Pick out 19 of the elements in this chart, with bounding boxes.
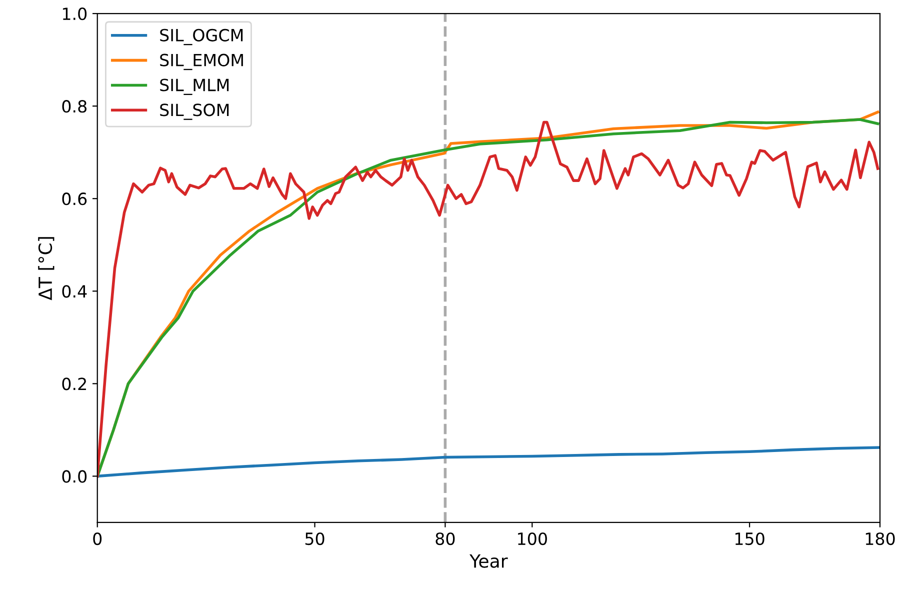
x-tick-label: 50 bbox=[305, 532, 324, 546]
y-tick-label: 0.2 bbox=[62, 378, 86, 390]
x-tick-label: 100 bbox=[518, 532, 547, 546]
x-tick-label: 0 bbox=[93, 532, 102, 546]
x-tick-label: 80 bbox=[436, 532, 455, 546]
x-tick-label: 180 bbox=[866, 532, 895, 546]
y-axis-title: ΔT [°C] bbox=[38, 237, 54, 300]
y-tick-label: 0.0 bbox=[62, 470, 87, 483]
legend-label: SIL_SOM bbox=[160, 104, 229, 120]
line-series bbox=[97, 446, 880, 478]
legend-label: SIL_MLM bbox=[160, 78, 229, 95]
legend-label: SIL_EMOM bbox=[160, 54, 243, 70]
y-tick-label: 0.4 bbox=[62, 285, 87, 298]
x-axis-title: Year bbox=[470, 554, 508, 568]
x-tick-label: 150 bbox=[735, 532, 764, 546]
y-tick-label: 1.0 bbox=[62, 8, 87, 20]
legend-label: SIL_OGCM bbox=[160, 28, 243, 46]
y-tick-label: 0.6 bbox=[62, 192, 87, 206]
y-tick-label: 0.8 bbox=[62, 100, 87, 113]
